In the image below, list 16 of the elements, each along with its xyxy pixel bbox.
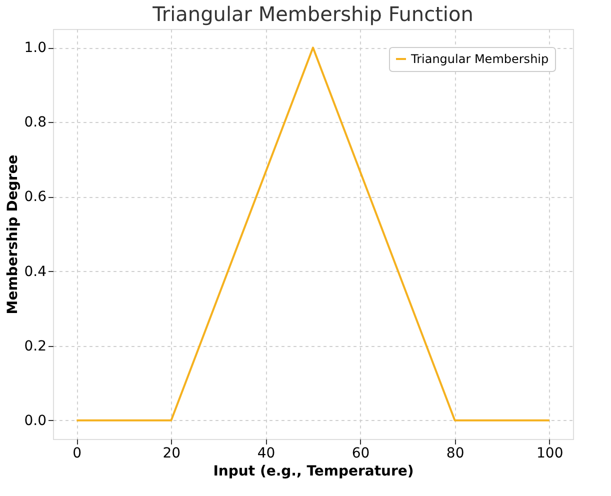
chart-title: Triangular Membership Function	[152, 2, 474, 26]
x-tick-label: 40	[257, 446, 276, 462]
x-tick-label: 20	[162, 446, 181, 462]
x-tick-label: 0	[72, 446, 82, 462]
y-tick-label: 0.0	[24, 412, 46, 429]
x-tick-label: 100	[536, 446, 564, 462]
y-tick-label: 0.2	[24, 338, 46, 354]
y-tick-label: 0.4	[24, 264, 47, 280]
x-tick-label: 60	[352, 446, 370, 462]
y-axis-title: Membership Degree	[5, 154, 22, 314]
y-tick-label: 0.6	[24, 189, 47, 206]
y-tick-label: 0.8	[24, 114, 46, 131]
x-tick-label: 80	[446, 446, 464, 462]
y-tick-label: 1.0	[24, 40, 46, 56]
legend-label: Triangular Membership	[410, 52, 549, 66]
x-axis-title: Input (e.g., Temperature)	[213, 464, 414, 480]
